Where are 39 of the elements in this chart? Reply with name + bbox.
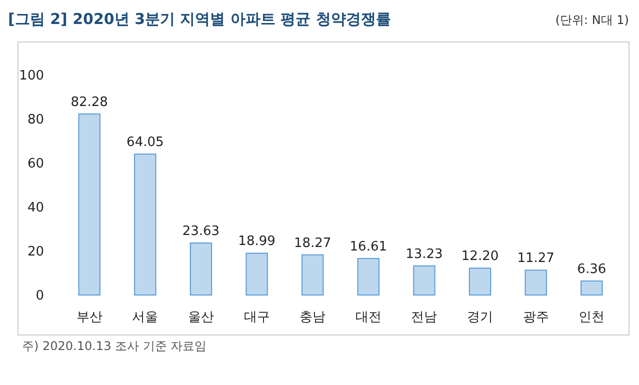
chart-subtitle: (단위: N대 1) <box>555 13 629 27</box>
bar <box>524 270 547 296</box>
data-label: 13.23 <box>406 246 443 262</box>
data-label: 82.28 <box>70 94 108 110</box>
bar <box>580 280 603 296</box>
x-tick-label: 광주 <box>522 310 549 325</box>
data-label: 16.61 <box>350 239 388 254</box>
x-tick-label: 전남 <box>411 310 438 325</box>
y-tick-label: 60 <box>27 156 44 172</box>
data-label: 18.27 <box>294 236 332 251</box>
chart-title: [그림 2] 2020년 3분기 지역별 아파트 평균 청약경쟁률 <box>8 10 391 28</box>
bar <box>468 268 492 296</box>
bar <box>357 258 380 296</box>
data-label: 11.27 <box>517 251 554 266</box>
x-tick-label: 경기 <box>467 310 494 325</box>
x-tick-label: 부산 <box>76 310 102 325</box>
y-tick-label: 40 <box>27 200 44 216</box>
data-label: 6.36 <box>577 262 606 278</box>
x-tick-label: 서울 <box>132 310 158 325</box>
data-label: 23.63 <box>182 224 220 240</box>
x-tick-label: 대구 <box>244 310 270 325</box>
x-tick-label: 대전 <box>355 310 382 325</box>
bar <box>134 154 156 296</box>
data-label: 18.99 <box>238 234 276 250</box>
data-label: 12.20 <box>461 249 499 264</box>
bar <box>246 252 268 296</box>
x-tick-label: 충남 <box>300 310 326 325</box>
y-tick-label: 0 <box>36 288 44 304</box>
y-tick-label: 100 <box>19 68 44 84</box>
data-label: 64.05 <box>126 135 164 150</box>
y-tick-label: 20 <box>27 244 44 260</box>
text: 주) 2020.10.13 조사 기준 자료임 <box>22 339 207 353</box>
bar <box>301 254 324 296</box>
bar <box>413 265 436 296</box>
x-tick-label: 인천 <box>578 310 605 325</box>
y-tick-label: 80 <box>27 112 44 128</box>
x-tick-label: 울산 <box>188 310 214 325</box>
bar <box>190 242 212 296</box>
bar <box>78 113 100 296</box>
